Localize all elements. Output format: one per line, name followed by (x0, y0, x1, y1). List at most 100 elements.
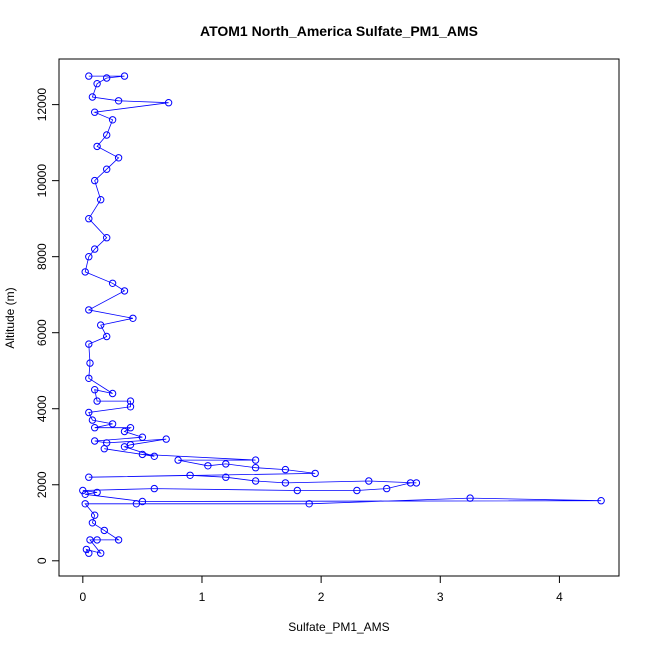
data-point (100, 526, 109, 535)
data-point (150, 484, 159, 493)
data-point (597, 497, 605, 505)
data-point (126, 441, 135, 449)
data-point (86, 359, 94, 367)
x-axis-label: Sulfate_PM1_AMS (288, 620, 389, 634)
data-point (91, 245, 99, 253)
data-point (97, 549, 105, 557)
data-point (138, 433, 147, 441)
data-point (91, 437, 99, 445)
data-point (150, 452, 159, 460)
data-point (174, 456, 182, 464)
data-point (93, 80, 101, 88)
data-point (222, 460, 230, 468)
data-point (108, 389, 117, 398)
data-point (138, 497, 147, 506)
data-point (91, 108, 99, 116)
data-point (88, 519, 97, 527)
x-tick-label: 4 (556, 590, 563, 604)
data-point (114, 97, 123, 105)
data-point (103, 74, 111, 82)
y-tick-label: 0 (35, 557, 49, 564)
x-tick-label: 0 (79, 590, 86, 604)
data-point (88, 416, 97, 424)
data-point (466, 494, 474, 502)
data-point (126, 424, 135, 432)
x-tick-label: 1 (199, 590, 206, 604)
data-point (97, 196, 105, 204)
x-tick-label: 3 (437, 590, 444, 604)
data-point (81, 490, 89, 498)
data-point (281, 465, 290, 474)
y-tick-label: 6000 (35, 319, 49, 346)
data-point (138, 450, 147, 459)
data-point (251, 477, 260, 485)
data-point (103, 131, 111, 139)
data-point (85, 306, 93, 314)
data-point (114, 536, 123, 544)
data-point (251, 456, 260, 464)
data-point (103, 439, 111, 447)
y-tick-label: 10000 (35, 164, 49, 198)
data-point (293, 486, 301, 495)
data-point (383, 484, 391, 493)
data-point (126, 397, 135, 405)
data-point (85, 408, 93, 417)
chart-title: ATOM1 North_America Sulfate_PM1_AMS (200, 23, 478, 39)
data-point (97, 321, 105, 329)
y-axis: 0 2000 4000 6000 8000 10000 12000 (35, 88, 60, 564)
data-point (85, 549, 93, 557)
data-point (85, 72, 93, 80)
data-point (93, 142, 101, 151)
data-point (120, 72, 129, 80)
y-tick-label: 12000 (35, 88, 49, 122)
x-axis: 0 1 2 3 4 (79, 575, 563, 604)
series-line (82, 75, 602, 554)
data-point (103, 165, 111, 173)
series-points (79, 72, 605, 557)
data-point (103, 234, 111, 242)
data-point (93, 488, 101, 497)
data-point (82, 545, 91, 554)
data-point (81, 268, 89, 276)
data-point (85, 374, 93, 382)
data-point (93, 397, 101, 405)
data-point (85, 253, 93, 261)
data-point (353, 486, 361, 495)
data-point (222, 473, 230, 481)
data-point (88, 93, 97, 101)
data-point (126, 403, 135, 411)
series-line-path (82, 75, 602, 554)
data-point (108, 116, 117, 124)
data-point (129, 314, 137, 322)
y-axis-label: Altitude (m) (3, 287, 17, 348)
data-point (164, 99, 173, 107)
data-point (412, 479, 421, 487)
y-tick-label: 2000 (35, 471, 49, 498)
data-point (85, 340, 93, 348)
x-tick-label: 2 (318, 590, 325, 604)
data-point (91, 176, 99, 185)
data-point (305, 500, 313, 508)
data-point (81, 500, 89, 508)
data-point (120, 287, 129, 295)
data-point (85, 473, 93, 481)
data-point (281, 479, 290, 487)
data-point (103, 332, 111, 341)
data-point (114, 154, 123, 162)
data-point (251, 464, 260, 472)
data-point (91, 424, 99, 432)
data-point (120, 427, 129, 436)
data-point (93, 536, 101, 544)
data-point (311, 469, 319, 478)
data-point (162, 435, 170, 443)
data-point (108, 279, 117, 287)
data-point (86, 536, 94, 544)
data-point (91, 386, 99, 394)
data-point (186, 471, 194, 479)
data-point (79, 486, 87, 495)
data-point (365, 477, 373, 485)
y-tick-label: 4000 (35, 395, 49, 422)
data-point (108, 420, 117, 428)
data-point (85, 215, 93, 223)
